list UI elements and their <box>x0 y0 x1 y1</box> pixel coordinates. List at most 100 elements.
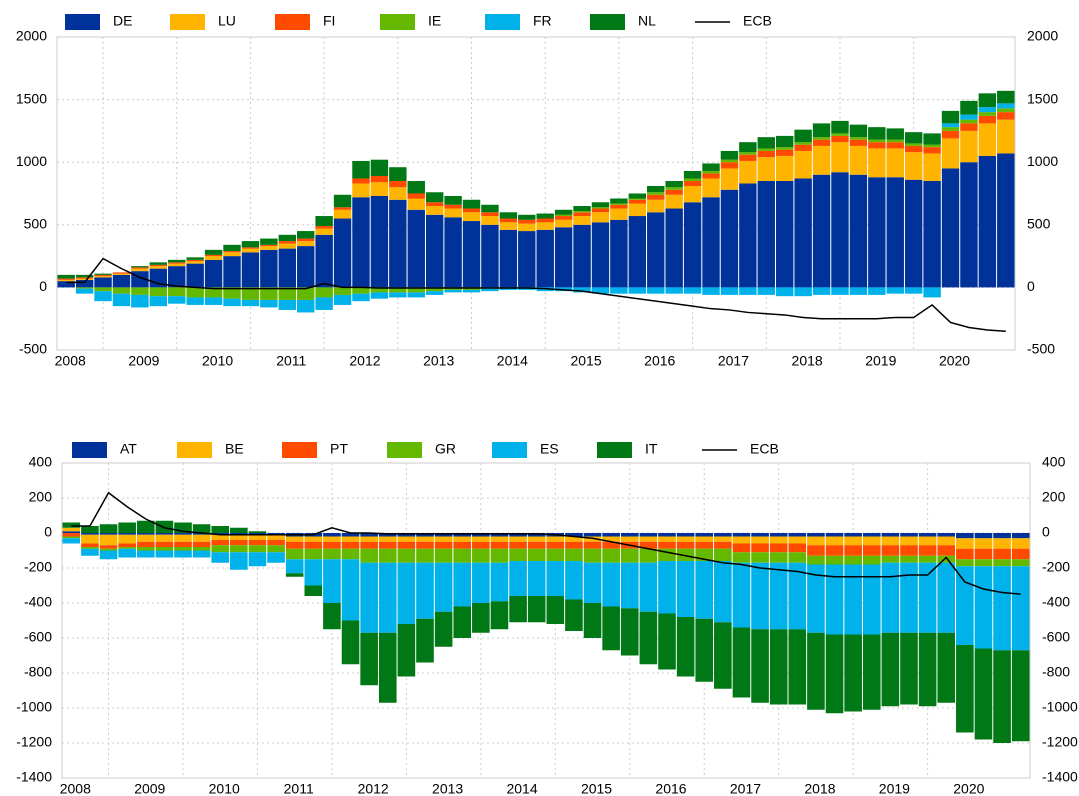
bar-segment <box>99 533 118 535</box>
bar-segment <box>751 629 769 703</box>
bar-segment <box>720 189 739 288</box>
bar-segment <box>453 548 472 563</box>
y-tick-label: 1500 <box>16 90 47 106</box>
bar-segment <box>99 545 118 549</box>
bar-segment <box>527 541 546 549</box>
bar-segment <box>397 624 416 677</box>
bar-segment <box>776 180 794 288</box>
bar-segment <box>904 145 923 153</box>
bar-segment <box>323 603 341 630</box>
bar-segment <box>658 533 676 537</box>
bar-segment <box>937 562 956 633</box>
bar-segment <box>714 622 732 689</box>
bar-segment <box>149 264 168 267</box>
bar-segment <box>788 536 807 544</box>
bar-segment <box>702 163 720 171</box>
bar-segment <box>131 266 149 268</box>
bar-segment <box>918 555 937 563</box>
bar-segment <box>81 548 99 556</box>
bar-segment <box>825 555 844 565</box>
bar-segment <box>260 299 278 308</box>
bar-segment <box>248 552 267 567</box>
bar-segment <box>416 562 434 619</box>
bar-segment <box>453 541 472 549</box>
bar-segment <box>647 199 665 213</box>
bar-segment <box>831 133 849 136</box>
bar-segment <box>695 536 714 542</box>
bar-segment <box>323 559 341 603</box>
bar-segment <box>900 562 918 633</box>
bar-segment <box>974 538 993 549</box>
bar-segment <box>573 206 591 212</box>
bar-segment <box>333 207 352 210</box>
bar-segment <box>769 552 788 563</box>
bar-segment <box>776 287 794 297</box>
bar-segment <box>267 533 285 535</box>
bar-segment <box>297 299 315 313</box>
y2-tick-label: -1000 <box>1042 699 1078 715</box>
bar-segment <box>260 244 278 247</box>
bar-segment <box>639 533 658 537</box>
bar-segment <box>676 548 695 561</box>
legend-label: PT <box>330 441 348 457</box>
bar-segment <box>702 178 720 198</box>
legend-swatch <box>72 442 107 458</box>
bar-segment <box>720 287 739 295</box>
bar-segment <box>900 536 918 546</box>
bar-segment <box>751 562 769 630</box>
plot-frame <box>61 462 1031 779</box>
bar-segment <box>370 292 389 299</box>
bar-segment <box>573 211 591 213</box>
bar-segment <box>739 287 757 295</box>
bar-segment <box>333 294 352 305</box>
bar-segment <box>425 206 444 215</box>
bar-segment <box>136 547 155 551</box>
bar-segment <box>610 204 628 209</box>
bar-segment <box>665 208 683 288</box>
bar-segment <box>278 243 296 249</box>
bar-segment <box>174 522 192 533</box>
bar-segment <box>186 257 204 260</box>
bar-segment <box>628 198 647 200</box>
legend-label: ES <box>540 441 559 457</box>
bar-segment <box>974 533 993 539</box>
bar-segment <box>776 155 794 181</box>
x-tick-label: 2008 <box>60 781 91 796</box>
bar-segment <box>825 564 844 635</box>
bar-segment <box>241 241 260 248</box>
bar-segment <box>352 160 370 179</box>
bar-segment <box>683 202 702 288</box>
bar-segment <box>323 533 341 537</box>
bar-segment <box>591 212 610 223</box>
bar-segment <box>676 561 695 617</box>
bar-segment <box>204 259 223 288</box>
bar-segment <box>131 268 149 272</box>
y-tick-label: -200 <box>24 559 52 575</box>
bar-segment <box>112 274 131 288</box>
x-tick-label: 2010 <box>202 353 233 369</box>
bar-segment <box>665 187 683 190</box>
bar-segment <box>695 533 714 537</box>
bar-segment <box>444 204 462 209</box>
bar-segment <box>647 287 665 294</box>
bar-segment <box>881 536 900 546</box>
bar-segment <box>591 287 610 294</box>
bar-segment <box>937 555 956 563</box>
bar-segment <box>844 555 862 565</box>
bar-segment <box>918 632 937 707</box>
bar-segment <box>628 287 647 294</box>
bar-segment <box>941 138 960 169</box>
y2-tick-label: 200 <box>1042 489 1066 505</box>
legend-swatch <box>485 14 520 30</box>
bar-segment <box>62 536 81 539</box>
bar-segment <box>241 247 260 249</box>
bar-segment <box>647 194 665 200</box>
y2-tick-label: 500 <box>1027 216 1051 232</box>
bar-segment <box>831 135 849 143</box>
bar-segment <box>757 287 775 295</box>
bar-segment <box>94 274 112 277</box>
bar-segment <box>776 149 794 156</box>
bar-segment <box>241 299 260 307</box>
bar-segment <box>825 536 844 546</box>
legend-swatch <box>275 14 310 30</box>
